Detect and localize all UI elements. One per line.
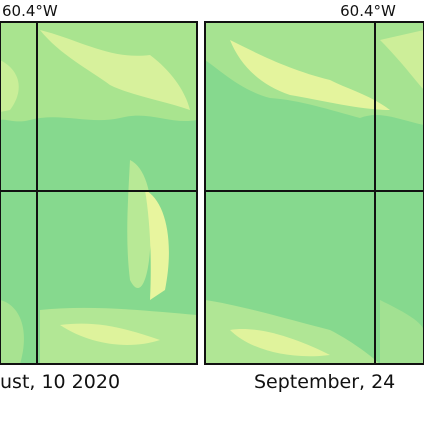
panel-frame <box>0 21 198 365</box>
satellite-image <box>205 22 424 364</box>
satellite-image <box>0 22 197 364</box>
longitude-label: 60.4°W <box>2 2 58 20</box>
longitude-label: 60.4°W <box>340 2 396 20</box>
date-caption: ust, 10 2020 <box>0 371 120 393</box>
panel-frame <box>204 21 424 365</box>
date-caption: September, 24 <box>254 371 395 393</box>
